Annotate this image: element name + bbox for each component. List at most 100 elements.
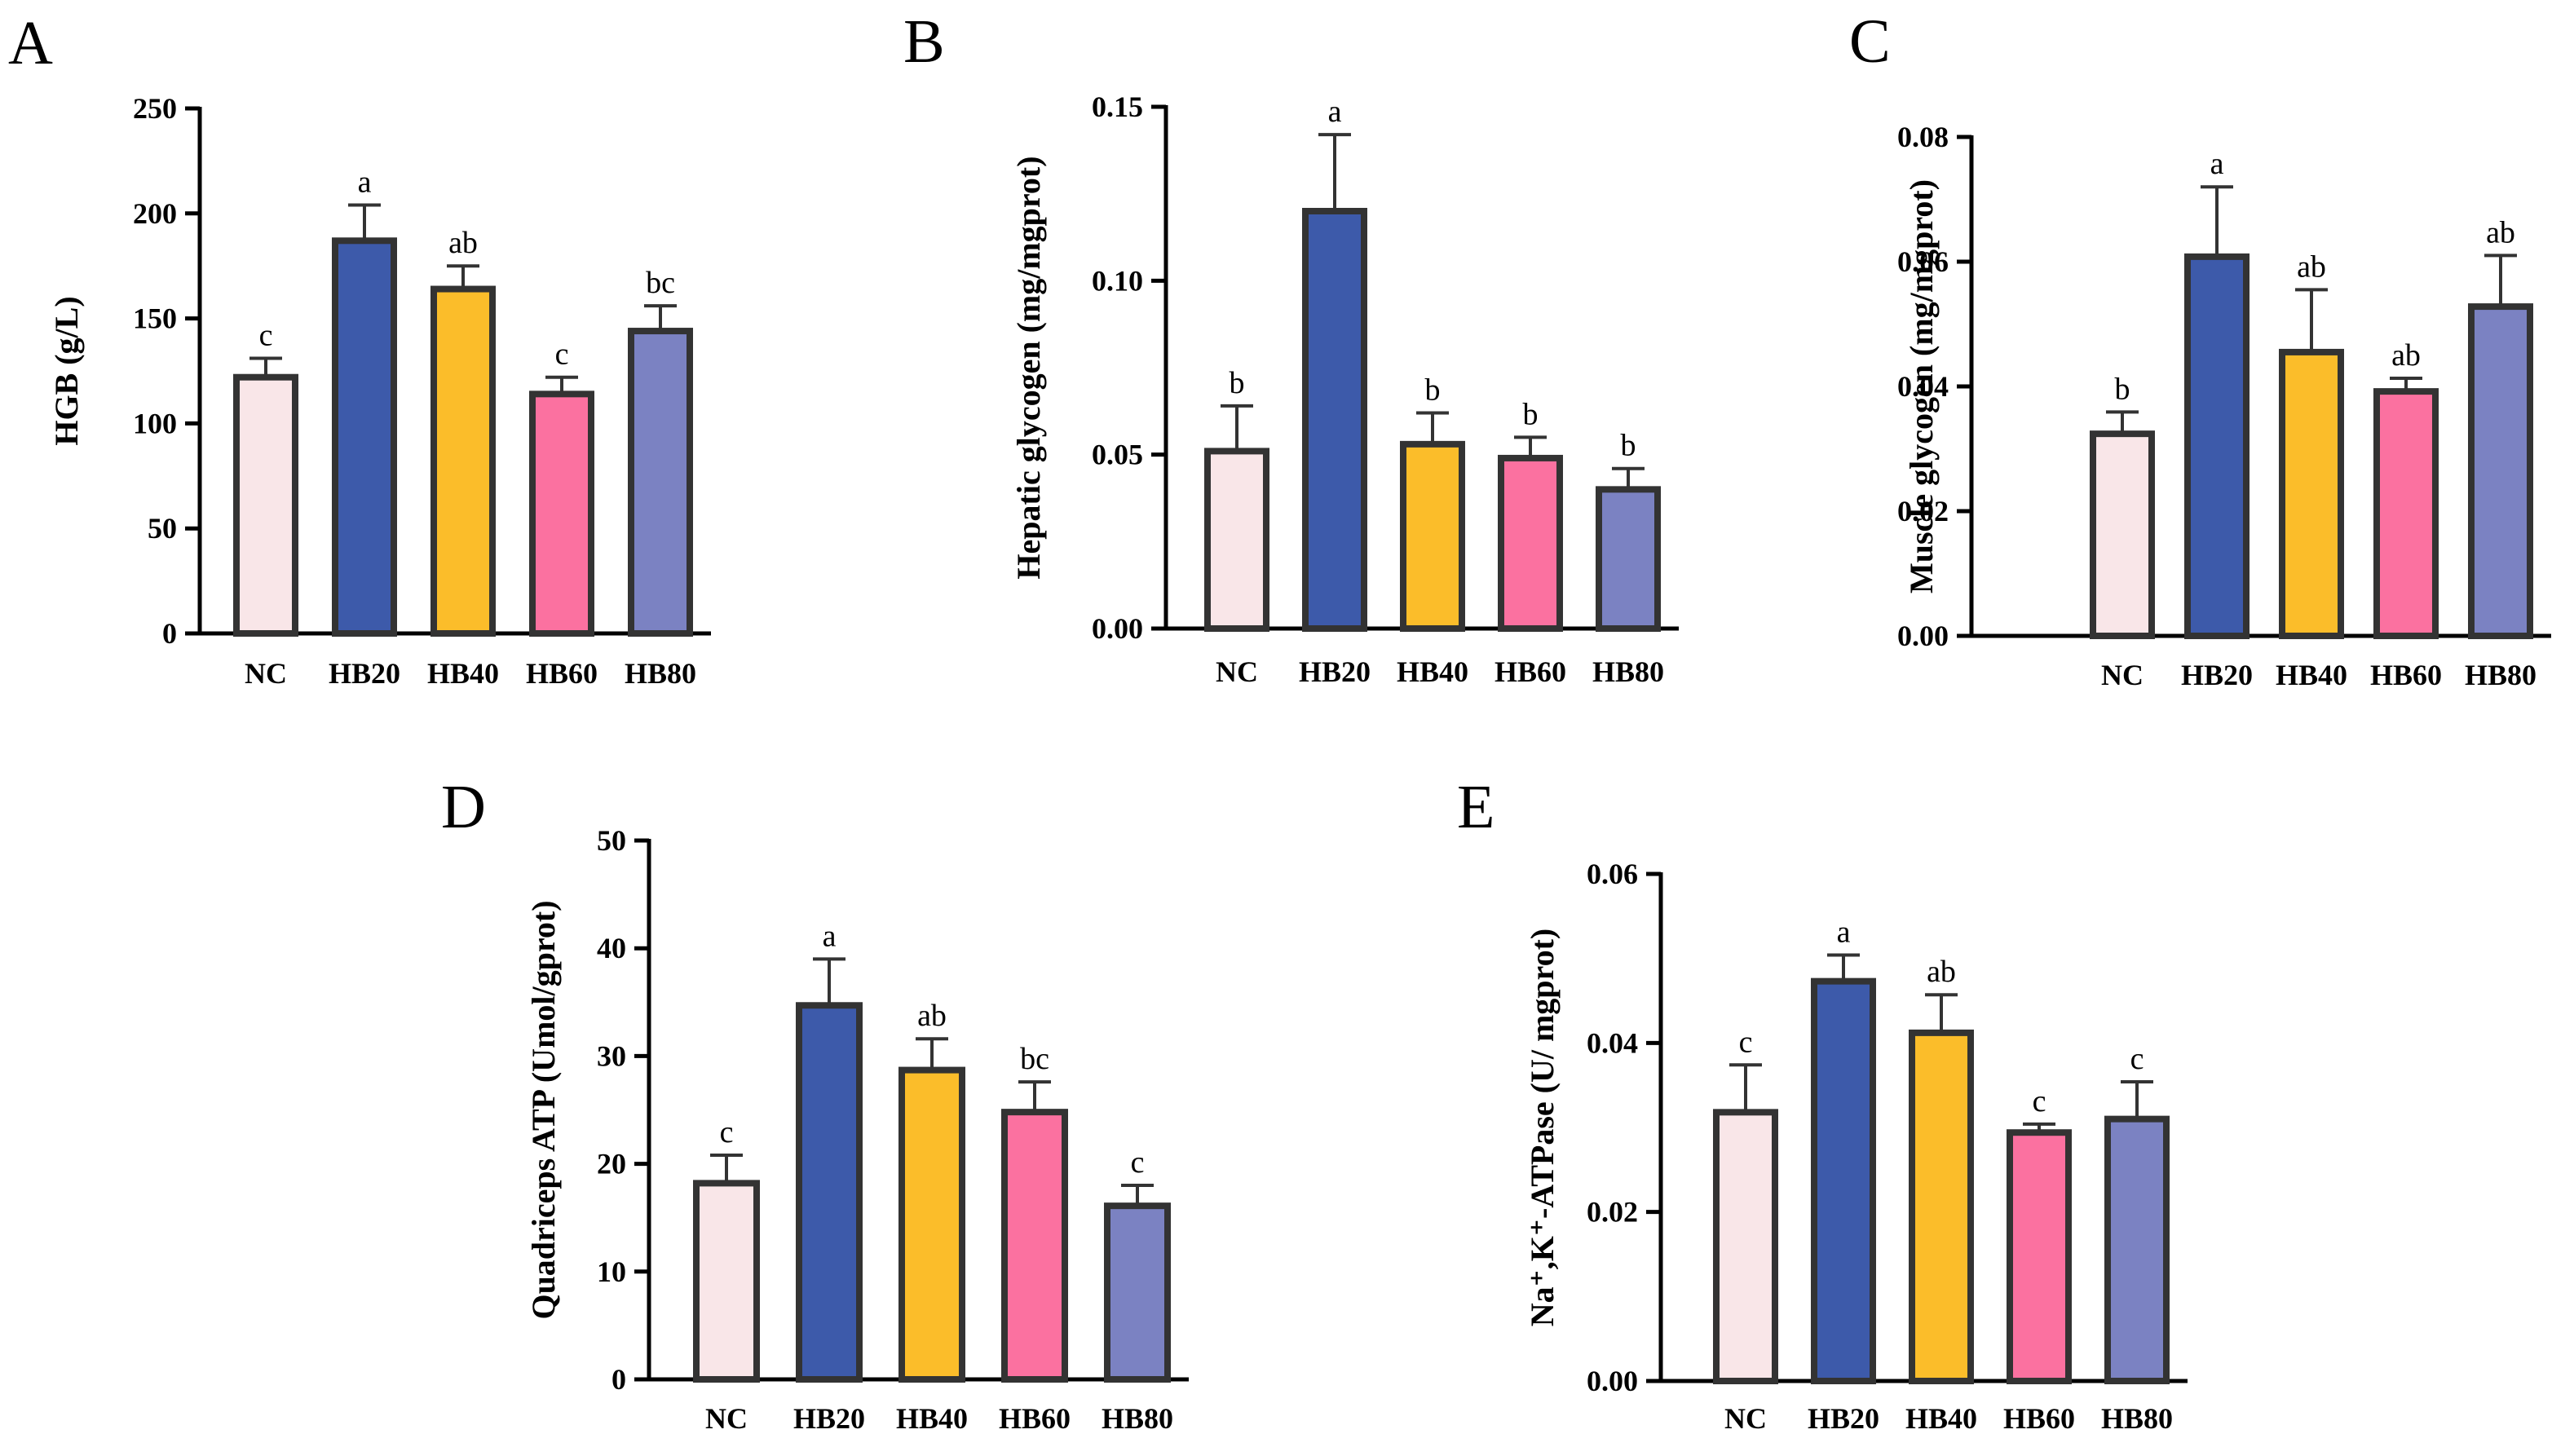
bar-hb80 [2104, 1115, 2170, 1384]
panel-letter: C [1849, 7, 1891, 76]
x-tick-label: HB20 [329, 657, 400, 690]
bar-hb60 [2373, 388, 2439, 639]
panel-e: E 0.00 0.02 0.04 0.06 Na⁺,K⁺-ATPase (U/ mgpro… [1457, 773, 2188, 1435]
x-tick-label: HB20 [1299, 655, 1371, 688]
bar-nc [1204, 448, 1269, 633]
bar-hb40 [430, 285, 496, 637]
y-tick-label: 0.05 [1092, 439, 1143, 471]
panel-d: D 0 10 20 30 40 50 Quadriceps ATP (Umol/gprot) c… [441, 773, 1189, 1435]
y-tick-label: 0.15 [1092, 90, 1143, 123]
panel-letter: D [441, 773, 486, 841]
significance-label: bc [646, 266, 675, 300]
bar-hb20 [2184, 253, 2249, 639]
y-tick-label: 0.00 [1587, 1365, 1638, 1397]
y-tick-label: 250 [133, 92, 177, 125]
x-tick-label: HB40 [1397, 655, 1468, 688]
y-tick-label: 10 [597, 1255, 626, 1288]
y-tick-label: 150 [133, 302, 177, 335]
x-tick-label: HB80 [625, 657, 696, 690]
bar-hb20 [796, 1002, 863, 1383]
y-tick-label: 0.02 [1897, 495, 1949, 527]
bar-hb80 [2468, 303, 2533, 639]
significance-label: b [2115, 372, 2130, 406]
panel-letter: B [903, 7, 945, 76]
x-tick-label: HB80 [2465, 659, 2536, 691]
y-tick-label: 50 [148, 512, 177, 545]
y-axis-label: Hepatic glycogen (mg/mgprot) [1010, 156, 1047, 579]
x-tick-label: HB40 [427, 657, 499, 690]
significance-label: a [823, 919, 837, 953]
x-tick-label: HB60 [526, 657, 598, 690]
x-tick-label: NC [245, 657, 287, 690]
panel-c: C 0.00 0.02 0.04 0.06 0.08 Muscle glycogen (mg… [1849, 7, 2551, 691]
significance-label: a [2210, 147, 2224, 181]
x-tick-label: HB60 [999, 1402, 1071, 1435]
significance-label: bc [1020, 1042, 1049, 1076]
y-axis-label: Muscle glycogen (mg/mgprot) [1903, 179, 1940, 593]
significance-label: ab [2486, 215, 2515, 249]
bar-hb40 [2279, 348, 2344, 639]
panel-a: A 0 50 100 150 200 250 HGB (g/L) c NC a HB20 ab HB40 c… [8, 9, 711, 690]
significance-label: ab [2391, 338, 2421, 373]
y-axis-label: Quadriceps ATP (Umol/gprot) [525, 900, 562, 1319]
y-tick-label: 0.06 [1587, 858, 1638, 890]
bar-hb40 [1909, 1029, 1974, 1384]
bar-hb80 [1104, 1202, 1171, 1383]
panel-letter: A [8, 9, 53, 77]
significance-label: c [1739, 1025, 1753, 1059]
y-tick-label: 100 [133, 407, 177, 439]
x-tick-label: HB60 [2003, 1402, 2075, 1435]
bar-hb80 [1596, 486, 1661, 632]
significance-label: a [1328, 95, 1342, 129]
y-axis-label: Na⁺,K⁺-ATPase (U/ mgprot) [1524, 929, 1561, 1326]
bar-hb60 [2007, 1129, 2072, 1384]
significance-label: c [2130, 1042, 2144, 1076]
x-tick-label: NC [705, 1402, 748, 1435]
x-tick-label: HB40 [2276, 659, 2347, 691]
x-tick-label: HB60 [1495, 655, 1566, 688]
x-tick-label: NC [1724, 1402, 1767, 1435]
y-tick-label: 0.02 [1587, 1196, 1638, 1229]
bar-hb40 [898, 1066, 965, 1383]
significance-label: c [2033, 1084, 2046, 1118]
bar-hb60 [1498, 454, 1563, 633]
y-tick-label: 0.00 [1897, 620, 1949, 652]
x-tick-label: HB40 [1905, 1402, 1977, 1435]
significance-label: c [1131, 1145, 1145, 1180]
x-tick-label: HB80 [1592, 655, 1664, 688]
bar-hb20 [1811, 977, 1876, 1384]
y-tick-label: 40 [597, 932, 626, 964]
y-tick-label: 0.08 [1897, 121, 1949, 153]
bar-nc [693, 1180, 760, 1383]
bar-hb20 [1302, 208, 1367, 632]
significance-label: ab [448, 226, 478, 260]
x-tick-label: HB60 [2370, 659, 2442, 691]
x-tick-label: NC [1216, 655, 1258, 688]
bar-nc [233, 373, 298, 637]
significance-label: c [259, 319, 273, 353]
y-tick-label: 0.00 [1092, 612, 1143, 645]
y-tick-label: 0.04 [1897, 370, 1949, 403]
bar-nc [2090, 430, 2155, 640]
y-tick-label: 200 [133, 197, 177, 230]
panel-letter: E [1457, 773, 1495, 841]
y-tick-label: 50 [597, 824, 626, 857]
x-tick-label: HB20 [793, 1402, 865, 1435]
significance-label: b [1230, 366, 1245, 400]
x-tick-label: HB20 [2181, 659, 2253, 691]
bar-hb80 [628, 328, 693, 637]
bar-hb40 [1400, 440, 1465, 632]
significance-label: a [1837, 916, 1851, 950]
y-tick-label: 20 [597, 1148, 626, 1180]
x-tick-label: HB80 [1102, 1402, 1173, 1435]
significance-label: b [1523, 397, 1539, 431]
bar-hb60 [1001, 1109, 1068, 1383]
panel-b: B 0.00 0.05 0.10 0.15 Hepatic glycogen (mg/mg… [903, 7, 1679, 688]
bar-hb60 [529, 390, 594, 637]
y-axis-label: HGB (g/L) [48, 296, 85, 445]
significance-label: a [358, 165, 372, 199]
significance-label: ab [917, 999, 947, 1033]
bar-nc [1713, 1109, 1778, 1384]
significance-label: ab [1927, 955, 1956, 989]
